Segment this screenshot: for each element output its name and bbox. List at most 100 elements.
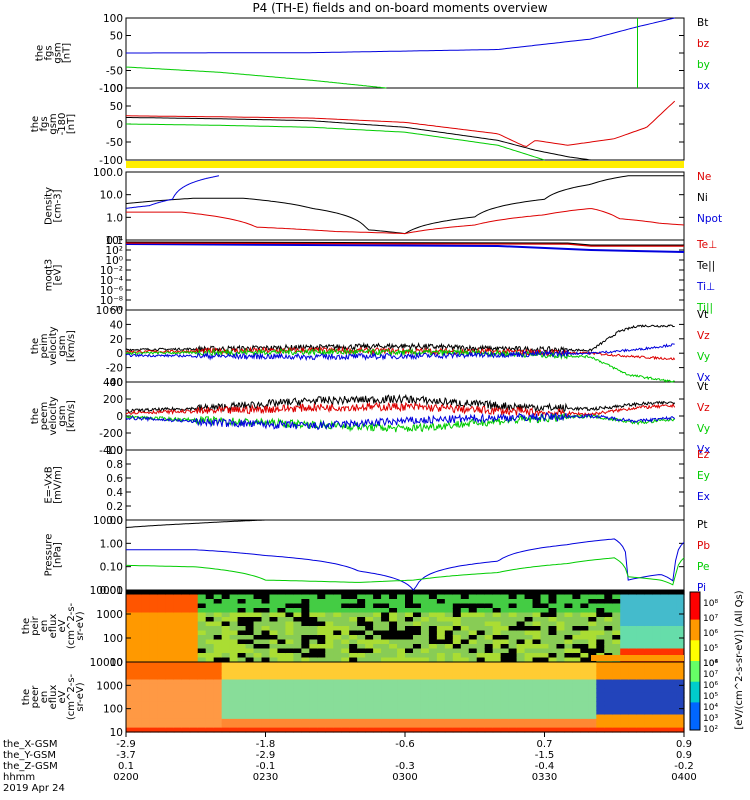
- colorbar-segment: [690, 702, 700, 731]
- spectrogram-cell: [556, 617, 566, 623]
- colorbar-segment: [690, 640, 700, 662]
- spectrogram-cell: [572, 710, 581, 716]
- spectrogram-cell: [157, 705, 167, 711]
- spectrogram-cell: [580, 617, 589, 623]
- spectrogram-cell: [197, 688, 207, 694]
- spectrogram-cell: [612, 608, 621, 614]
- spectrogram-cell: [492, 653, 502, 659]
- legend-entry: Ne: [697, 171, 711, 183]
- spectrogram-cell: [373, 683, 382, 689]
- spectrogram-cell: [524, 679, 534, 685]
- spectrogram-cell: [333, 590, 342, 596]
- spectrogram-cell: [126, 679, 135, 685]
- spectrogram-cell: [197, 710, 207, 716]
- spectrogram-cell: [612, 675, 621, 681]
- spectrogram-cell: [141, 612, 151, 618]
- spectrogram-cell: [349, 666, 358, 672]
- spectrogram-cell: [277, 701, 287, 707]
- ytick-label: 10⁻⁴: [100, 275, 123, 287]
- spectrogram-cell: [652, 639, 661, 645]
- legend-entry: Pe: [697, 561, 709, 573]
- spectrogram-cell: [405, 723, 414, 729]
- spectrogram-cell: [365, 692, 374, 698]
- spectrogram-cell: [612, 697, 621, 702]
- spectrogram-cell: [397, 594, 406, 600]
- ytick-label: 0: [116, 348, 123, 360]
- spectrogram-cell: [596, 630, 605, 636]
- legend-entry: Vx: [697, 372, 710, 384]
- spectrogram-cell: [253, 617, 263, 623]
- spectrogram-cell: [301, 692, 310, 698]
- spectrogram-cell: [133, 679, 143, 685]
- spectrogram-cell: [484, 608, 494, 614]
- ylabel-line: (cm^2-s-: [66, 602, 77, 649]
- spectrogram-cell: [181, 692, 191, 698]
- axis-row-value: 0230: [253, 772, 278, 783]
- spectrogram-cell: [405, 617, 414, 623]
- spectrogram-cell: [261, 594, 271, 600]
- spectrogram-cell: [500, 697, 510, 702]
- spectrogram-cell: [133, 666, 143, 672]
- spectrogram-cell: [652, 644, 661, 650]
- spectrogram-cell: [205, 697, 215, 702]
- spectrogram-cell: [500, 657, 510, 663]
- spectrogram-cell: [564, 644, 573, 650]
- spectrogram-cell: [389, 710, 398, 716]
- spectrogram-cell: [357, 590, 366, 596]
- spectrogram-cell: [652, 666, 661, 672]
- spectrogram-cell: [452, 657, 462, 663]
- spectrogram-cell: [221, 666, 231, 672]
- spectrogram-cell: [476, 608, 486, 614]
- spectrogram-cell: [165, 697, 175, 702]
- spectrogram-cell: [285, 697, 294, 702]
- spectrogram-cell: [564, 683, 573, 689]
- spectrogram-cell: [660, 603, 669, 609]
- spectrogram-cell: [309, 626, 318, 632]
- spectrogram-cell: [412, 675, 422, 681]
- spectrogram-cell: [253, 710, 263, 716]
- spectrogram-cell: [205, 718, 215, 724]
- spectrogram-cell: [149, 621, 159, 627]
- spectrogram-cell: [452, 683, 462, 689]
- ylabel-line: gsm: [57, 405, 68, 426]
- spectrogram-cell: [269, 723, 279, 729]
- spectrogram-cell: [349, 718, 358, 724]
- spectrogram-cell: [173, 603, 183, 609]
- spectrogram-cell: [428, 608, 438, 614]
- spectrogram-cell: [540, 626, 550, 632]
- spectrogram-cell: [133, 590, 143, 596]
- spectrogram-cell: [508, 727, 518, 733]
- spectrogram-cell: [428, 612, 438, 618]
- spectrogram-cell: [389, 670, 398, 676]
- spectrogram-cell: [564, 608, 573, 614]
- spectrogram-cell: [213, 666, 223, 672]
- spectrogram-cell: [126, 653, 135, 659]
- ylabel-line: velocity: [48, 396, 59, 435]
- spectrogram-cell: [229, 608, 239, 614]
- spectrogram-cell: [676, 621, 685, 627]
- spectrogram-cell: [540, 603, 550, 609]
- spectrogram-cell: [452, 675, 462, 681]
- spectrogram-cell: [636, 639, 645, 645]
- colorbar-frame: [689, 591, 701, 731]
- axis-row-value: -1.8: [256, 739, 276, 750]
- spectrogram-cell: [532, 594, 542, 600]
- ylabel-line: the: [30, 338, 41, 354]
- spectrogram-cell: [644, 692, 653, 698]
- ylabel-line: (cm^2-s-: [66, 673, 77, 720]
- spectrogram-cell: [213, 657, 223, 663]
- spectrogram-cell: [524, 692, 534, 698]
- axis-row-value: 0.9: [676, 750, 692, 761]
- spectrogram-cell: [373, 603, 382, 609]
- spectrogram-cell: [580, 670, 589, 676]
- spectrogram-cell: [237, 617, 247, 623]
- spectrogram-cell: [428, 621, 438, 627]
- spectrogram-cell: [405, 688, 414, 694]
- ytick-label: -50: [106, 66, 123, 78]
- spectrogram-cell: [532, 701, 542, 707]
- spectrogram-cell: [660, 692, 669, 698]
- spectrogram-cell: [373, 621, 382, 627]
- spectrogram-cell: [205, 644, 215, 650]
- spectrogram-cell: [357, 644, 366, 650]
- spectrogram-cell: [277, 657, 287, 663]
